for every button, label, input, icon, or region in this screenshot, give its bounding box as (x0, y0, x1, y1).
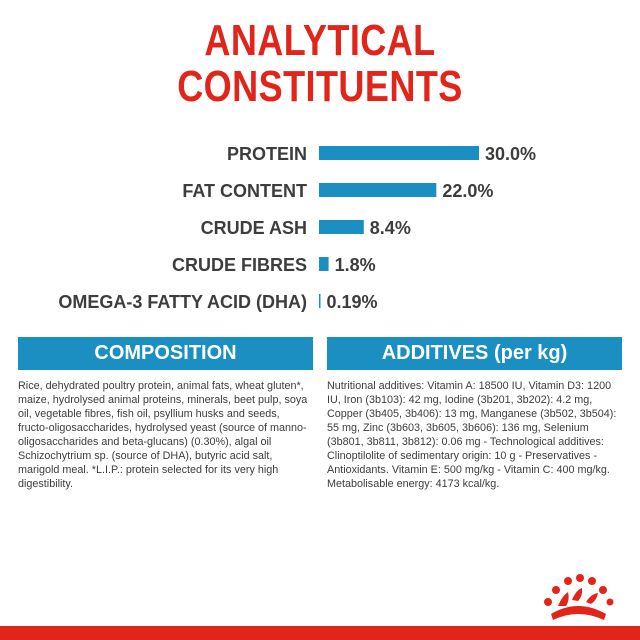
additives-text: Nutritional additives: Vitamin A: 18500 … (327, 380, 617, 490)
composition-heading: COMPOSITION (18, 337, 313, 370)
value-label: 1.8% (335, 255, 376, 275)
bottom-stripe (0, 626, 640, 640)
category-label: PROTEIN (227, 144, 307, 164)
value-label: 8.4% (370, 218, 411, 238)
bar (319, 183, 437, 197)
crown-icon (544, 574, 614, 620)
bar (319, 220, 364, 234)
bar (319, 257, 329, 271)
category-label: CRUDE FIBRES (172, 255, 307, 275)
title-line-1: ANALYTICAL (204, 16, 436, 65)
title-line-2: CONSTITUENTS (177, 62, 463, 111)
page-title: ANALYTICAL CONSTITUENTS (58, 18, 583, 110)
bar-chart: PROTEIN 30.0% FAT CONTENT 22.0% CRUDE ASH 8.4… (58, 144, 536, 312)
value-label: 30.0% (485, 144, 536, 164)
value-label: 0.19% (327, 292, 378, 312)
bar (319, 294, 321, 308)
value-label: 22.0% (442, 181, 493, 201)
additives-heading: ADDITIVES (per kg) (327, 337, 622, 370)
bar (319, 146, 479, 160)
category-label: FAT CONTENT (182, 181, 307, 201)
composition-text: Rice, dehydrated poultry protein, animal… (18, 380, 308, 490)
category-label: OMEGA-3 FATTY ACID (DHA) (58, 292, 307, 312)
category-label: CRUDE ASH (201, 218, 307, 238)
